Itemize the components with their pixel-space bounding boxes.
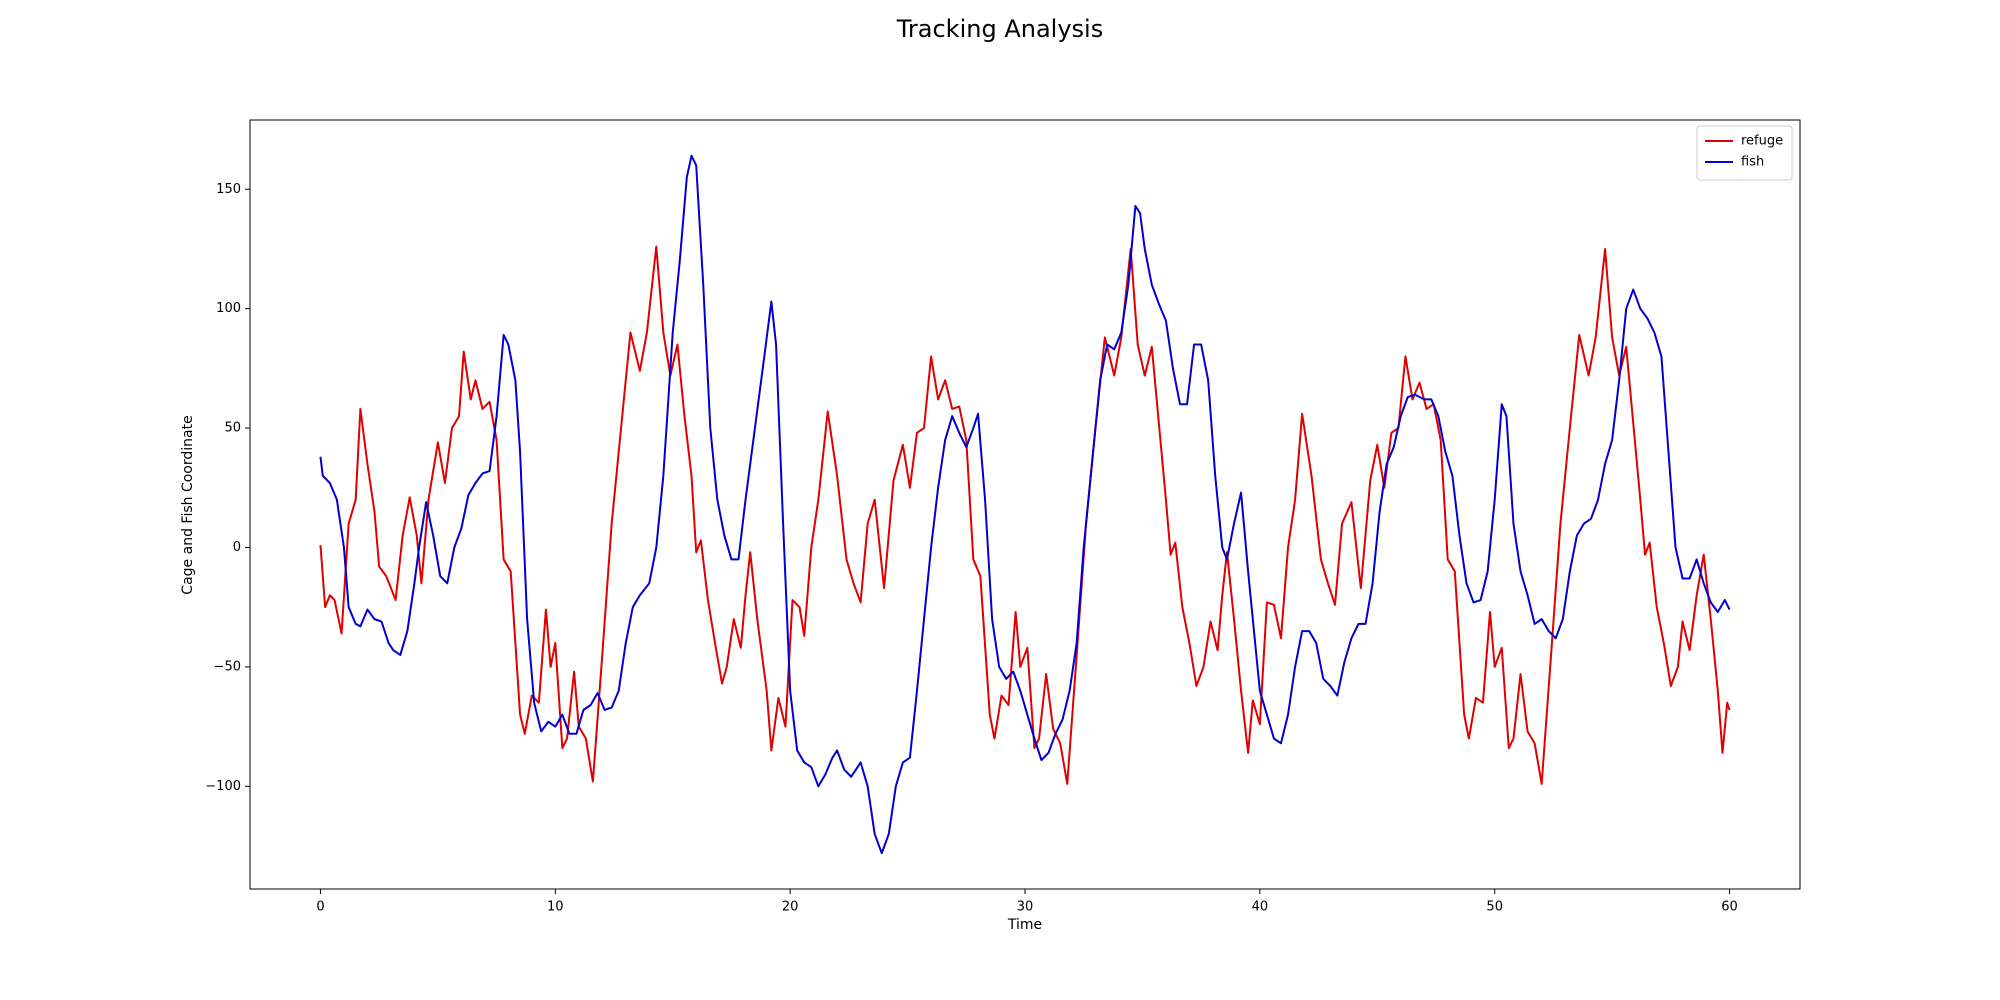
y-tick-label: 0 — [233, 540, 241, 555]
y-tick-label: −100 — [205, 779, 241, 794]
y-tick-label: −50 — [214, 659, 241, 674]
data-line — [319, 245, 1731, 785]
y-axis-label: Cage and Fish Coordinate — [180, 415, 196, 594]
y-tick-label: 150 — [216, 182, 241, 197]
x-axis-label: Time — [1007, 917, 1042, 933]
data-line — [319, 154, 1731, 855]
legend-label: refuge — [1741, 134, 1783, 149]
chart-title: Tracking Analysis — [896, 15, 1103, 43]
x-tick-label: 20 — [782, 900, 799, 915]
y-tick-label: 100 — [216, 301, 241, 316]
legend-box — [1696, 125, 1793, 181]
y-tick-label: 50 — [224, 421, 241, 436]
x-tick-label: 10 — [547, 900, 564, 915]
x-tick-label: 50 — [1486, 900, 1503, 915]
legend-label: fish — [1741, 155, 1764, 170]
x-tick-label: 0 — [316, 900, 324, 915]
x-tick-label: 40 — [1252, 900, 1269, 915]
x-tick-label: 30 — [1017, 900, 1034, 915]
plot-frame — [249, 119, 1801, 890]
x-tick-label: 60 — [1721, 900, 1738, 915]
